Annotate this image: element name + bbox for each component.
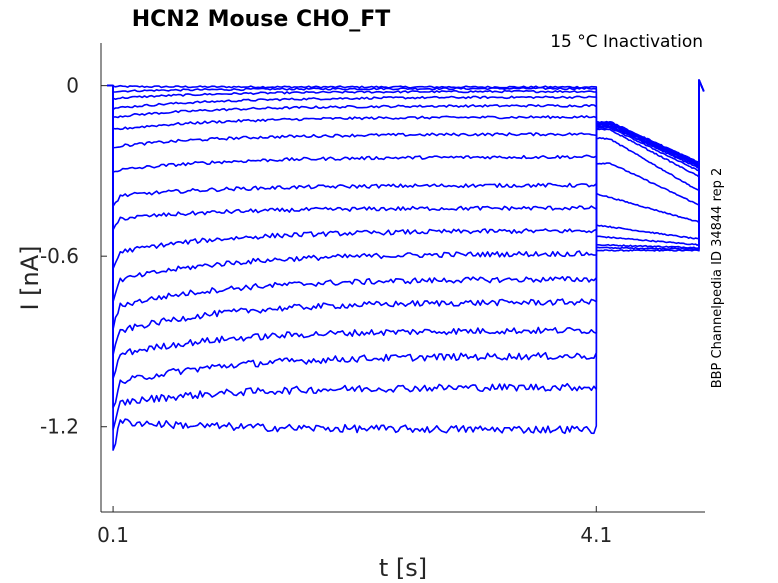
y-tick-label: -1.2: [40, 415, 79, 439]
current-trace-8: [107, 79, 705, 192]
current-trace-3: [107, 79, 705, 249]
current-trace-12: [107, 79, 705, 303]
current-trace-4: [107, 79, 705, 246]
current-trace-1: [107, 79, 705, 252]
axes: 0 -0.6 -1.2 0.1 4.1: [40, 43, 705, 547]
chart-title: HCN2 Mouse CHO_FT: [132, 7, 391, 32]
y-tick-label: 0: [66, 74, 79, 98]
current-trace-14: [107, 79, 705, 356]
x-ticks: 0.1 4.1: [97, 506, 612, 547]
y-axis-label: I [nA]: [16, 245, 44, 310]
trace-group: [107, 79, 705, 451]
y-ticks: 0 -0.6 -1.2: [40, 74, 107, 439]
x-axis-label: t [s]: [379, 554, 427, 582]
current-trace-11: [107, 79, 705, 270]
current-trace-10: [107, 79, 705, 231]
current-trace-2: [107, 79, 705, 251]
current-trace-6: [107, 79, 705, 224]
x-tick-label: 4.1: [580, 523, 612, 547]
current-trace-9: [107, 79, 705, 207]
y-tick-label: -0.6: [40, 244, 79, 268]
current-trace-13: [107, 79, 705, 331]
current-trace-18: [107, 79, 705, 451]
channelpedia-id-label: BBP Channelpedia ID 34844 rep 2: [710, 168, 725, 389]
condition-annotation: 15 °C Inactivation: [550, 32, 703, 52]
current-trace-7: [107, 79, 705, 206]
current-trace-5: [107, 79, 705, 240]
x-tick-label: 0.1: [97, 523, 129, 547]
